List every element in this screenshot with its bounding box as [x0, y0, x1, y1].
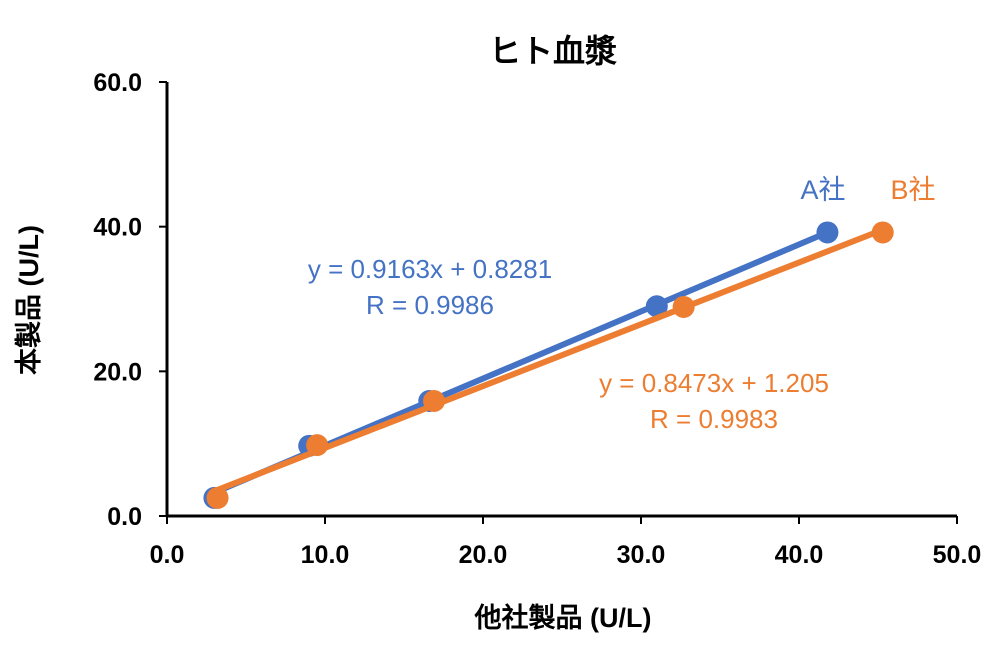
axes	[165, 82, 957, 518]
y-axis-title: 本製品 (U/L)	[14, 225, 44, 375]
x-tick-label: 20.0	[459, 541, 508, 569]
x-tick-label: 30.0	[617, 541, 666, 569]
data-point	[816, 221, 839, 244]
equation-b: y = 0.8473x + 1.205	[599, 368, 829, 398]
x-tick-label: 40.0	[775, 541, 824, 569]
x-tick-label: 10.0	[301, 541, 350, 569]
data-point	[423, 389, 446, 412]
trendline	[214, 226, 886, 493]
x-axis-title: 他社製品 (U/L)	[474, 602, 652, 633]
y-ticks: 0.0 20.0 40.0 60.0	[93, 69, 167, 531]
r-value-b: R = 0.9983	[650, 404, 778, 434]
data-point	[645, 295, 668, 318]
data-point	[672, 295, 695, 318]
chart-title: ヒト血漿	[489, 33, 617, 69]
r-value-a: R = 0.9986	[366, 290, 494, 320]
series-layer	[203, 221, 894, 509]
equation-a: y = 0.9163x + 0.8281	[308, 254, 552, 284]
x-tick-label: 50.0	[933, 541, 982, 569]
series-label-b: B社	[890, 175, 935, 205]
y-tick-label: 60.0	[93, 69, 142, 97]
y-tick-label: 20.0	[93, 358, 142, 386]
y-tick-label: 0.0	[107, 503, 142, 531]
data-point	[206, 486, 229, 509]
series-b	[206, 221, 894, 509]
x-tick-label: 0.0	[150, 541, 185, 569]
series-label-a: A社	[800, 175, 845, 205]
data-point	[306, 434, 329, 457]
annotations: A社 B社 y = 0.9163x + 0.8281 R = 0.9986 y …	[308, 175, 936, 434]
y-tick-label: 40.0	[93, 214, 142, 242]
x-ticks: 0.0 10.0 20.0 30.0 40.0 50.0	[150, 516, 982, 569]
data-point	[871, 221, 894, 244]
